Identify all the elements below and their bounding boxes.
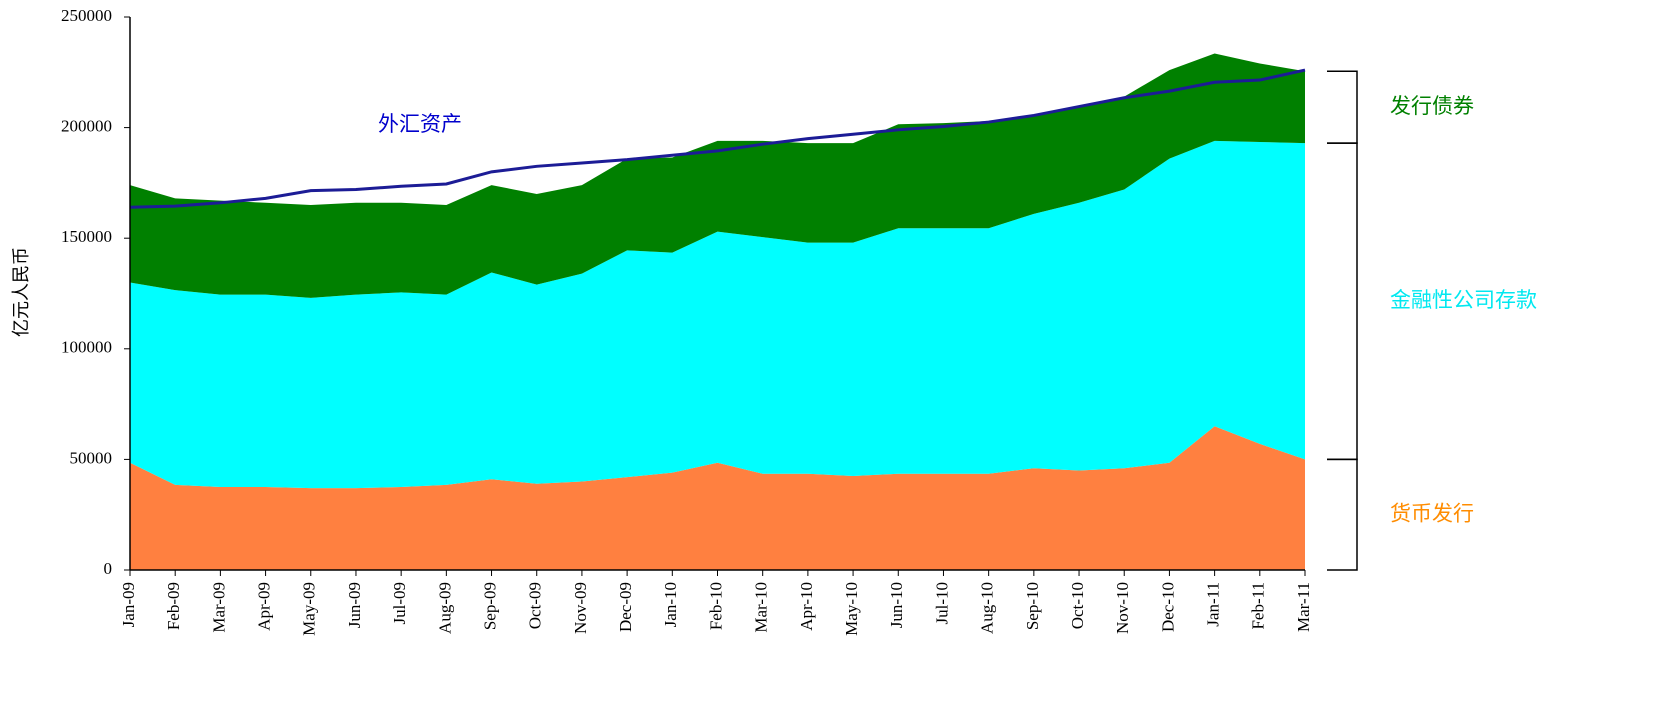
x-tick-label: Mar-11	[1294, 582, 1313, 632]
x-tick-label: Sep-09	[480, 582, 499, 630]
x-tick-label: Jan-10	[661, 582, 680, 627]
bracket	[1327, 458, 1358, 571]
y-tick-label: 150000	[61, 227, 112, 246]
y-tick-label: 100000	[61, 338, 112, 357]
x-tick-label: Aug-09	[435, 582, 454, 634]
y-tick-label: 250000	[61, 6, 112, 25]
line-label: 外汇资产	[378, 112, 462, 136]
x-tick-label: May-10	[842, 582, 861, 636]
y-tick-label: 200000	[61, 117, 112, 136]
area	[130, 53, 1305, 298]
x-tick-label: Jan-09	[119, 582, 138, 627]
x-tick-label: Jun-10	[887, 582, 906, 628]
x-tick-label: Mar-09	[209, 582, 228, 633]
series-label: 金融性公司存款	[1390, 288, 1537, 312]
x-tick-label: Jan-11	[1204, 582, 1223, 627]
x-tick-label: Oct-10	[1068, 582, 1087, 629]
y-axis-label: 亿元人民币	[11, 247, 32, 337]
x-tick-label: Apr-10	[797, 582, 816, 631]
line	[129, 68, 1306, 209]
x-tick-label: Oct-09	[526, 582, 545, 629]
x-tick-label: Nov-09	[571, 582, 590, 634]
y-tick-label: 50000	[70, 448, 113, 467]
area	[130, 140, 1305, 489]
x-tick-label: May-09	[300, 582, 319, 636]
x-tick-label: Aug-10	[978, 582, 997, 634]
bracket	[1327, 70, 1358, 144]
series-label: 货币发行	[1390, 502, 1474, 526]
x-tick-label: Mar-10	[752, 582, 771, 633]
y-tick-label: 0	[104, 559, 113, 578]
x-tick-label: Nov-10	[1113, 582, 1132, 634]
x-tick-label: Dec-10	[1158, 582, 1177, 632]
x-tick-label: Jun-09	[345, 582, 364, 628]
area	[130, 426, 1305, 570]
x-tick-label: Feb-10	[706, 582, 725, 630]
x-tick-label: Feb-09	[164, 582, 183, 630]
x-tick-label: Dec-09	[616, 582, 635, 632]
x-tick-label: Sep-10	[1023, 582, 1042, 630]
x-tick-label: Jul-10	[932, 582, 951, 625]
bracket	[1327, 142, 1358, 461]
x-tick-label: Feb-11	[1249, 582, 1268, 630]
x-tick-label: Apr-09	[254, 582, 273, 631]
x-tick-label: Jul-09	[390, 582, 409, 625]
series-label: 发行债券	[1390, 94, 1474, 118]
